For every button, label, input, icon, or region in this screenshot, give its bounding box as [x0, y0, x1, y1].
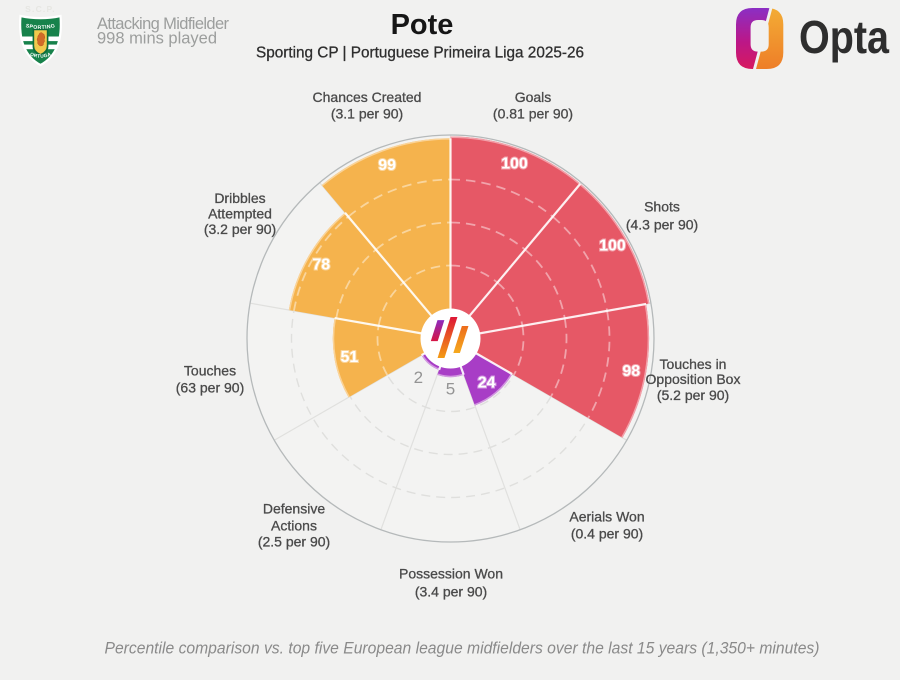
svg-text:99: 99	[378, 157, 396, 174]
svg-text:(3.4 per 90): (3.4 per 90)	[415, 584, 487, 600]
svg-text:Touches: Touches	[184, 363, 236, 379]
svg-text:78: 78	[312, 257, 330, 274]
svg-text:Chances Created: Chances Created	[313, 89, 422, 105]
svg-text:100: 100	[599, 238, 626, 255]
svg-text:998 mins played: 998 mins played	[97, 30, 217, 48]
svg-text:98: 98	[622, 363, 640, 380]
svg-text:Sporting CP | Portuguese Prime: Sporting CP | Portuguese Primeira Liga 2…	[256, 45, 584, 62]
svg-text:(5.2 per 90): (5.2 per 90)	[657, 387, 729, 403]
svg-text:SPORTING: SPORTING	[25, 23, 56, 31]
svg-text:Opta: Opta	[799, 11, 889, 63]
svg-text:(63 per 90): (63 per 90)	[176, 380, 244, 396]
svg-text:(0.81 per 90): (0.81 per 90)	[493, 106, 573, 122]
svg-text:Percentile comparison vs. top: Percentile comparison vs. top five Europ…	[105, 640, 820, 658]
svg-text:(3.1 per 90): (3.1 per 90)	[331, 106, 403, 122]
svg-text:Defensive: Defensive	[263, 501, 325, 517]
svg-text:Possession Won: Possession Won	[399, 566, 503, 582]
svg-text:(2.5 per 90): (2.5 per 90)	[258, 534, 330, 550]
svg-text:Pote: Pote	[391, 9, 454, 41]
svg-text:5: 5	[446, 380, 455, 399]
svg-text:2: 2	[414, 368, 423, 387]
svg-text:Dribbles: Dribbles	[214, 190, 265, 206]
svg-text:Goals: Goals	[515, 89, 552, 105]
svg-text:S.C.P.: S.C.P.	[25, 4, 56, 14]
svg-text:Attacking Midfielder: Attacking Midfielder	[97, 15, 230, 33]
svg-text:(4.3 per 90): (4.3 per 90)	[626, 217, 698, 233]
svg-text:51: 51	[340, 349, 358, 366]
svg-text:Aerials Won: Aerials Won	[569, 509, 644, 525]
svg-text:(0.4 per 90): (0.4 per 90)	[571, 526, 643, 542]
svg-text:Attempted: Attempted	[208, 206, 272, 222]
svg-text:Shots: Shots	[644, 199, 680, 215]
svg-text:Actions: Actions	[271, 518, 317, 534]
svg-text:100: 100	[501, 155, 528, 172]
svg-text:Opposition Box: Opposition Box	[646, 371, 741, 387]
svg-text:24: 24	[478, 374, 496, 391]
svg-text:Touches in: Touches in	[660, 356, 727, 372]
svg-text:(3.2 per 90): (3.2 per 90)	[204, 221, 276, 237]
